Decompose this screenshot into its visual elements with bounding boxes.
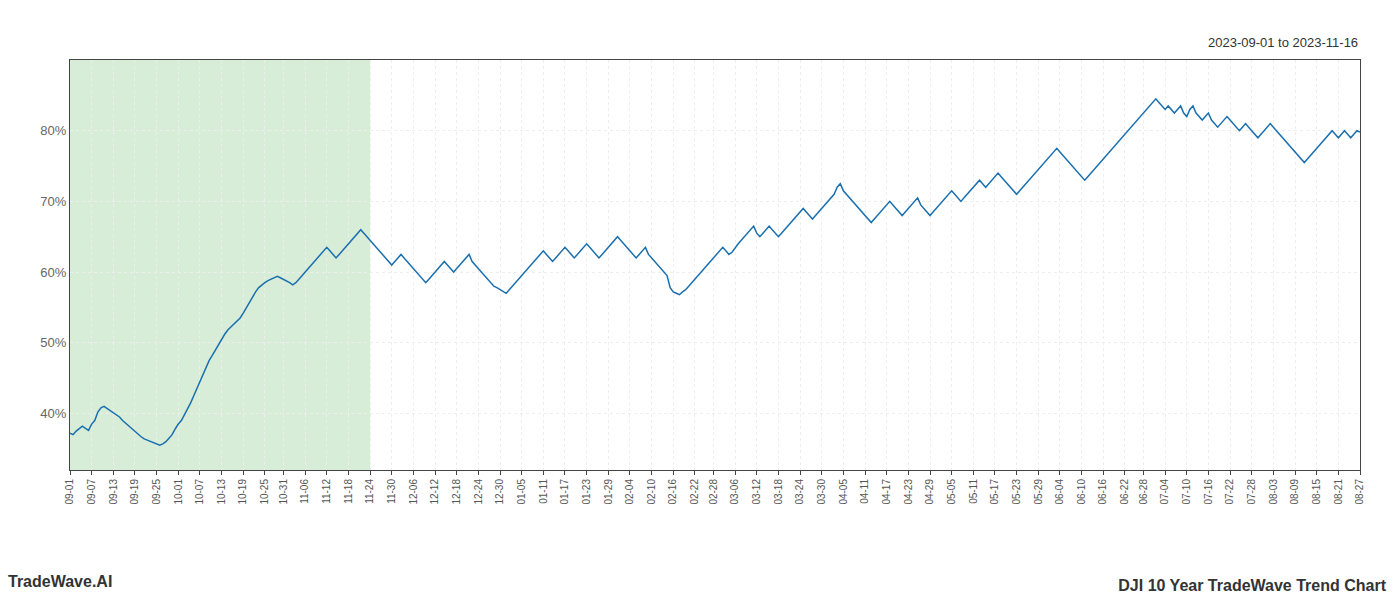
svg-text:01-23: 01-23 [581, 479, 592, 505]
svg-text:06-10: 06-10 [1076, 479, 1087, 505]
svg-text:01-11: 01-11 [538, 479, 549, 504]
svg-text:08-03: 08-03 [1268, 479, 1279, 505]
svg-text:10-31: 10-31 [278, 479, 289, 505]
svg-text:11-12: 11-12 [321, 479, 332, 504]
svg-text:09-19: 09-19 [129, 479, 140, 505]
svg-text:12-06: 12-06 [408, 479, 419, 505]
svg-text:11-24: 11-24 [364, 479, 375, 504]
svg-text:07-16: 07-16 [1203, 479, 1214, 505]
svg-text:09-01: 09-01 [64, 479, 75, 505]
svg-text:TradeWave.AI: TradeWave.AI [8, 573, 112, 590]
svg-text:10-13: 10-13 [216, 479, 227, 505]
svg-text:03-30: 03-30 [816, 479, 827, 505]
svg-text:07-22: 07-22 [1224, 479, 1235, 505]
svg-text:12-30: 12-30 [494, 479, 505, 505]
svg-text:11-18: 11-18 [343, 479, 354, 504]
svg-text:06-16: 06-16 [1097, 479, 1108, 505]
svg-text:04-17: 04-17 [881, 479, 892, 505]
svg-text:DJI 10 Year TradeWave Trend Ch: DJI 10 Year TradeWave Trend Chart [1118, 577, 1386, 594]
svg-text:02-04: 02-04 [624, 479, 635, 505]
svg-text:06-04: 06-04 [1054, 479, 1065, 505]
svg-text:02-16: 02-16 [667, 479, 678, 505]
svg-text:09-13: 09-13 [108, 479, 119, 505]
svg-text:03-06: 03-06 [729, 479, 740, 505]
svg-text:03-24: 03-24 [794, 479, 805, 505]
svg-text:08-21: 08-21 [1333, 479, 1344, 505]
svg-text:10-19: 10-19 [237, 479, 248, 505]
svg-text:10-01: 10-01 [173, 479, 184, 505]
svg-text:02-10: 02-10 [646, 479, 657, 505]
svg-text:07-10: 07-10 [1181, 479, 1192, 505]
svg-text:07-04: 07-04 [1159, 479, 1170, 505]
svg-text:05-23: 05-23 [1011, 479, 1022, 505]
svg-text:03-18: 03-18 [773, 479, 784, 505]
svg-text:2023-09-01 to 2023-11-16: 2023-09-01 to 2023-11-16 [1208, 35, 1358, 50]
svg-text:05-29: 05-29 [1033, 479, 1044, 505]
svg-text:01-05: 01-05 [516, 479, 527, 505]
svg-text:07-28: 07-28 [1246, 479, 1257, 505]
svg-text:80%: 80% [40, 123, 66, 138]
svg-text:10-07: 10-07 [194, 479, 205, 505]
svg-text:01-29: 01-29 [603, 479, 614, 505]
svg-text:60%: 60% [40, 265, 66, 280]
svg-text:02-22: 02-22 [689, 479, 700, 505]
svg-text:01-17: 01-17 [559, 479, 570, 505]
svg-text:08-09: 08-09 [1289, 479, 1300, 505]
svg-text:12-12: 12-12 [429, 479, 440, 505]
svg-text:04-05: 04-05 [838, 479, 849, 505]
svg-text:04-11: 04-11 [859, 479, 870, 504]
svg-text:09-25: 09-25 [151, 479, 162, 505]
svg-text:11-06: 11-06 [299, 479, 310, 504]
svg-text:09-07: 09-07 [86, 479, 97, 505]
svg-text:05-11: 05-11 [968, 479, 979, 504]
svg-text:06-22: 06-22 [1119, 479, 1130, 505]
svg-text:05-05: 05-05 [946, 479, 957, 505]
svg-text:06-28: 06-28 [1138, 479, 1149, 505]
svg-text:40%: 40% [40, 406, 66, 421]
svg-text:70%: 70% [40, 194, 66, 209]
svg-text:08-27: 08-27 [1354, 479, 1365, 505]
svg-text:04-23: 04-23 [903, 479, 914, 505]
svg-text:12-18: 12-18 [451, 479, 462, 505]
svg-text:05-17: 05-17 [989, 479, 1000, 505]
svg-text:11-30: 11-30 [386, 479, 397, 504]
svg-text:50%: 50% [40, 335, 66, 350]
svg-text:04-29: 04-29 [924, 479, 935, 505]
svg-text:03-12: 03-12 [751, 479, 762, 505]
svg-text:10-25: 10-25 [259, 479, 270, 505]
svg-text:08-15: 08-15 [1311, 479, 1322, 505]
svg-text:02-28: 02-28 [708, 479, 719, 505]
svg-text:12-24: 12-24 [473, 479, 484, 505]
